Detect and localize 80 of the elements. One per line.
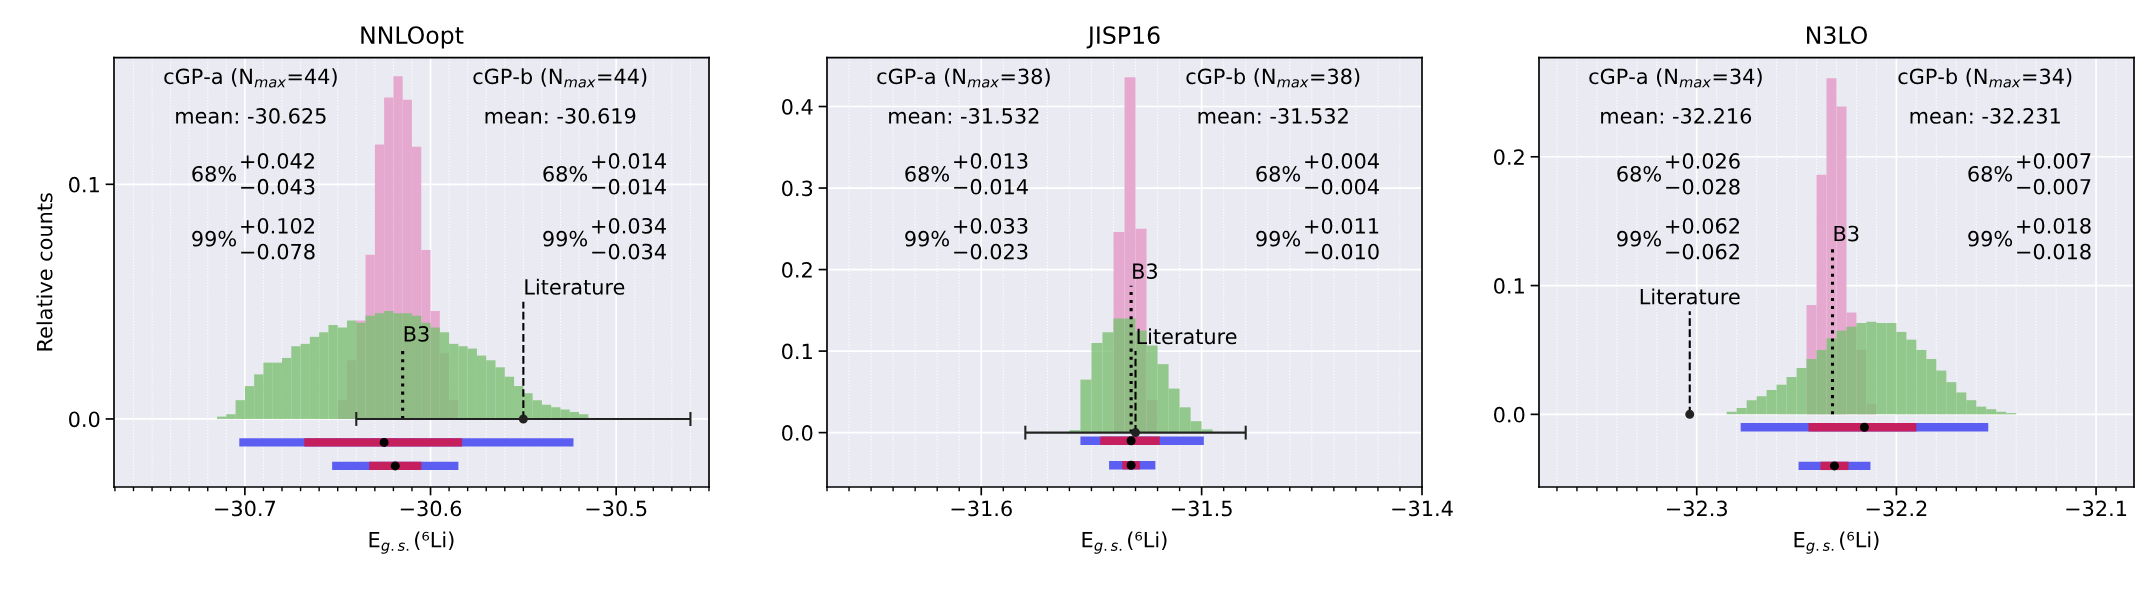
chart-title: NNLOopt [361, 26, 464, 49]
annotation: mean: -32.231 [1910, 108, 2060, 124]
x-tick-label: −30.6 [400, 500, 462, 517]
annotation: +0.033 [954, 217, 1028, 234]
annotation: −0.014 [954, 178, 1028, 195]
annotation: 99% [905, 230, 950, 247]
annotation: 99% [1256, 230, 1301, 247]
annotation: 99% [543, 230, 588, 247]
annotation: +0.018 [2017, 217, 2091, 234]
annotation: B3 [404, 325, 429, 342]
y-tick-label: 0.0 [782, 425, 813, 441]
annotation: −0.023 [954, 243, 1028, 260]
annotation: +0.026 [1666, 153, 1740, 169]
y-tick-label: 0.2 [782, 262, 812, 278]
y-tick-label: 0.0 [69, 411, 100, 428]
annotation: −0.034 [592, 243, 666, 260]
x-axis-title: E$_{g.s.}$(⁶Li) [369, 531, 454, 554]
y-tick-label: 0.0 [1494, 406, 1525, 423]
y-tick-label: 0.1 [69, 176, 99, 193]
annotation: cGP-a (N$_{max}$=34) [1589, 68, 1762, 88]
annotation: +0.004 [1305, 153, 1379, 169]
annotation: +0.102 [241, 217, 314, 234]
annotation: +0.062 [1666, 217, 1739, 234]
annotation: cGP-b (N$_{max}$=38) [1186, 68, 1360, 88]
y-tick-label: 0.2 [1494, 149, 1524, 165]
annotation: B3 [1133, 263, 1157, 280]
annotation: 99% [192, 230, 237, 247]
annotation: −0.043 [241, 178, 315, 195]
annotation: Literature [1137, 328, 1237, 345]
annotation: −0.028 [1666, 178, 1740, 195]
annotation: cGP-a (N$_{max}$=38) [877, 68, 1050, 88]
y-tick-label: 0.3 [782, 180, 813, 197]
x-axis-title: E$_{g.s.}$(⁶Li) [1794, 531, 1879, 554]
x-tick-label: −31.4 [1392, 500, 1453, 517]
annotation: −0.062 [1666, 243, 1739, 260]
annotation: mean: -30.619 [485, 108, 636, 124]
annotation: 99% [1617, 230, 1662, 247]
x-tick-label: −31.5 [1171, 500, 1232, 517]
annotation: 68% [1968, 165, 2013, 182]
y-tick-label: 0.1 [782, 343, 812, 360]
annotation: 68% [905, 165, 950, 182]
chart-title: JISP16 [1086, 26, 1160, 49]
annotation: cGP-a (N$_{max}$=44) [164, 68, 337, 88]
annotation: mean: -31.532 [1198, 108, 1348, 124]
annotation: +0.042 [241, 153, 314, 169]
annotation: −0.018 [2017, 243, 2091, 260]
x-tick-label: −30.7 [215, 500, 276, 517]
y-tick-label: 0.1 [1494, 278, 1524, 294]
annotation: +0.014 [592, 153, 666, 169]
chart-title: N3LO [1807, 26, 1867, 45]
annotation: cGP-b (N$_{max}$=34) [1898, 68, 2072, 88]
annotation: mean: -31.532 [889, 108, 1039, 124]
annotation: −0.004 [1305, 178, 1379, 195]
annotation: 68% [543, 165, 588, 182]
x-tick-label: −32.1 [2066, 500, 2127, 517]
y-axis-title: Relative counts [36, 193, 53, 351]
annotation: +0.034 [592, 217, 666, 234]
annotation: 68% [1256, 165, 1301, 182]
annotation: 68% [1617, 165, 1662, 182]
annotation: +0.007 [2017, 153, 2091, 169]
y-tick-label: 0.4 [782, 98, 813, 115]
annotation: +0.013 [954, 153, 1028, 169]
annotation: mean: -30.625 [176, 108, 326, 124]
annotation: +0.011 [1305, 217, 1379, 234]
annotation: 99% [1968, 230, 2013, 247]
annotation: −0.078 [241, 243, 315, 260]
annotation: Literature [1640, 288, 1740, 305]
x-tick-label: −31.6 [951, 500, 1012, 517]
annotation: cGP-b (N$_{max}$=44) [473, 68, 647, 88]
annotation: −0.010 [1305, 243, 1379, 260]
annotation: Literature [525, 278, 625, 295]
annotation: −0.007 [2017, 178, 2091, 195]
x-tick-label: −30.5 [586, 500, 647, 517]
annotation: mean: -32.216 [1601, 108, 1752, 124]
x-axis-title: E$_{g.s.}$(⁶Li) [1082, 531, 1167, 554]
x-tick-label: −32.3 [1667, 500, 1727, 517]
annotation: −0.014 [592, 178, 666, 195]
annotation: 68% [192, 165, 237, 182]
annotation: B3 [1834, 225, 1859, 242]
x-tick-label: −32.2 [1866, 500, 1927, 517]
